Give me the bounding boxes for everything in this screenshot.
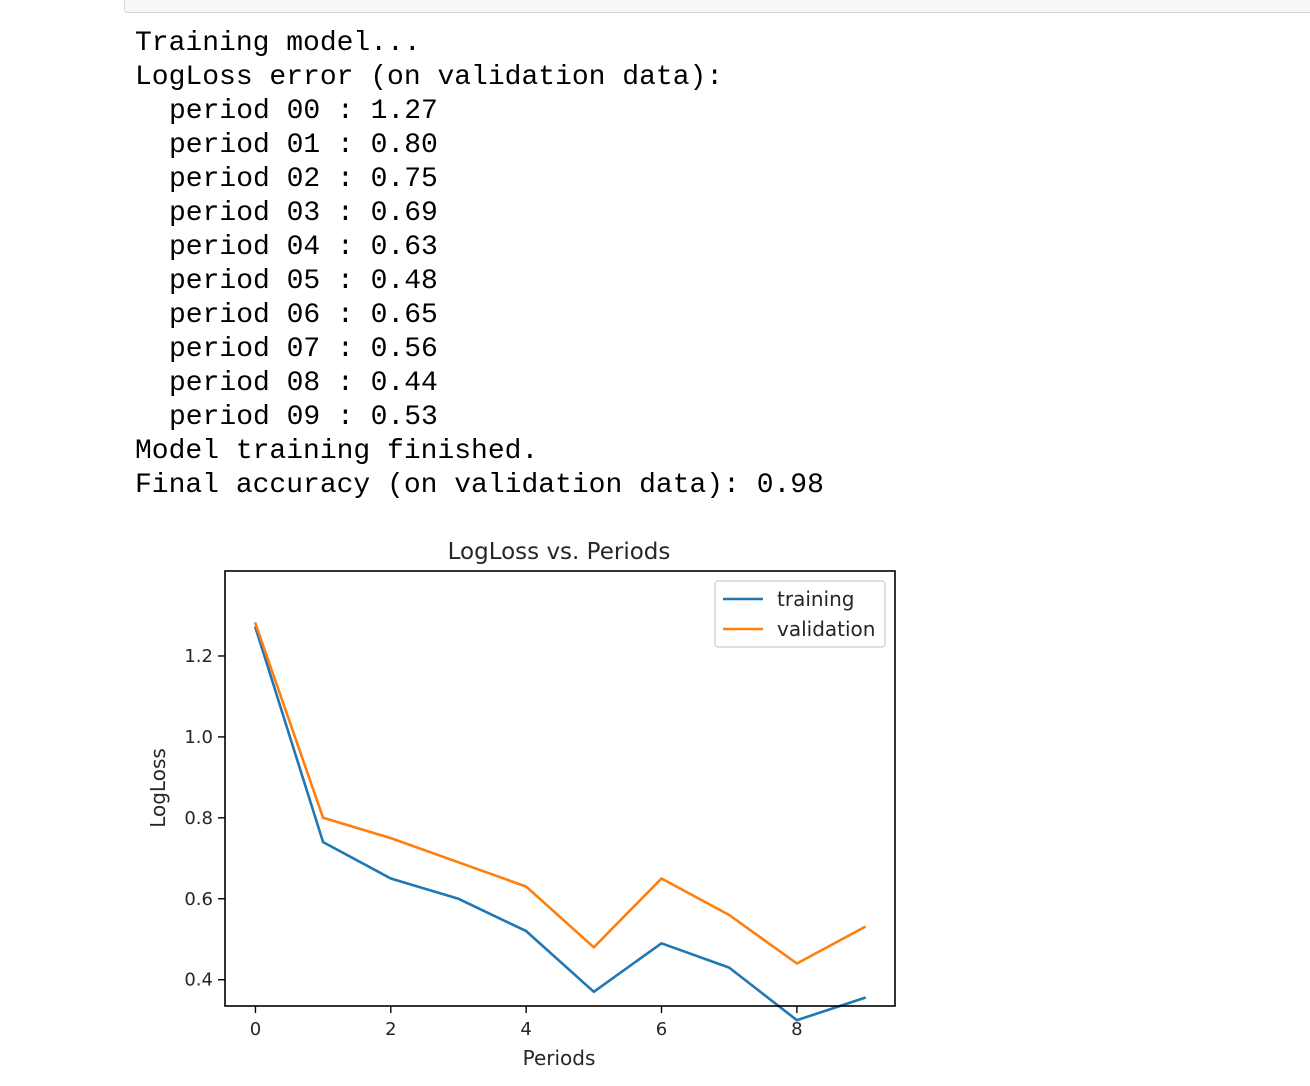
y-tick-label: 0.8: [184, 808, 213, 829]
legend-box: [714, 580, 886, 648]
y-tick-label: 1.2: [184, 646, 213, 667]
log-line-period: period 09 : 0.53: [169, 402, 438, 433]
log-line-period: period 07 : 0.56: [169, 334, 438, 365]
logloss-chart: LogLoss vs. Periods Periods LogLoss 0 2 4 6…: [146, 539, 896, 1070]
log-line-logloss-heading: LogLoss error (on validation data):: [135, 62, 724, 93]
y-tick-label: 0.4: [184, 970, 213, 991]
series-line-training: [253, 626, 867, 1022]
log-line-final-accuracy: Final accuracy (on validation data): 0.9…: [135, 470, 824, 501]
series-line-validation: [253, 621, 867, 965]
x-tick-label: 0: [250, 1019, 261, 1040]
legend-label-training: training: [777, 587, 854, 611]
y-tick-label: 1.0: [184, 727, 213, 748]
log-line-period: period 03 : 0.69: [169, 198, 438, 229]
log-line-period: period 08 : 0.44: [169, 368, 438, 399]
log-line-period: period 05 : 0.48: [169, 266, 438, 297]
axes-frame: [224, 570, 896, 1007]
log-line-training: Training model...: [135, 28, 421, 59]
y-tick-label: 0.6: [184, 889, 213, 910]
log-line-period: period 00 : 1.27: [169, 96, 438, 127]
x-tick-label: 8: [791, 1019, 802, 1040]
period-lines: period 00 : 1.27 period 01 : 0.80 period 0…: [135, 95, 824, 435]
x-axis-label: Periods: [523, 1046, 596, 1070]
y-axis-label: LogLoss: [146, 748, 170, 828]
log-line-period: period 02 : 0.75: [169, 164, 438, 195]
x-tick-label: 2: [385, 1019, 396, 1040]
log-line-period: period 06 : 0.65: [169, 300, 438, 331]
log-line-period: period 04 : 0.63: [169, 232, 438, 263]
plot-area: 0 2 4 6 8 0.4 0.6 0.8 1.0 1.2 training validation: [184, 570, 896, 1040]
chart-title: LogLoss vs. Periods: [448, 539, 671, 565]
training-log-output: Training model... LogLoss error (on valid…: [135, 27, 824, 503]
input-cell-border: [124, 0, 1310, 13]
log-line-period: period 01 : 0.80: [169, 130, 438, 161]
x-tick-label: 6: [656, 1019, 667, 1040]
legend-label-validation: validation: [777, 617, 875, 641]
log-line-finished: Model training finished.: [135, 436, 539, 467]
x-tick-label: 4: [520, 1019, 531, 1040]
